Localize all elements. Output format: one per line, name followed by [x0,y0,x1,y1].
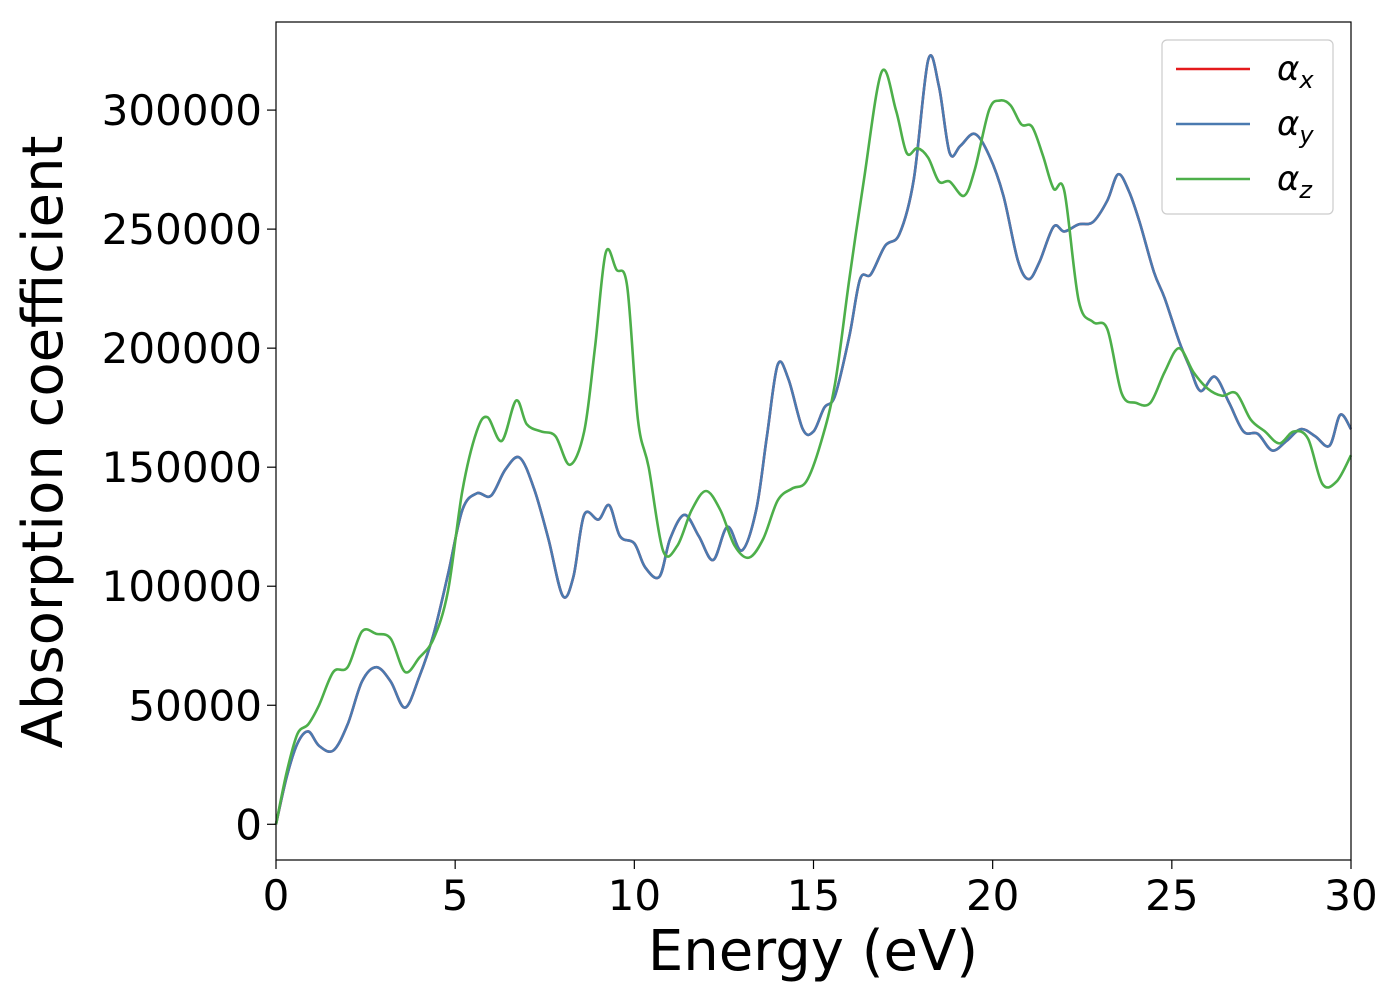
x-axis: 0 5 10 15 20 25 30 [263,860,1378,920]
y-tick-label: 0 [235,800,262,849]
y-tick-label: 100000 [102,562,262,611]
legend-label-y: αy [1277,104,1314,149]
x-tick-label: 0 [263,871,290,920]
legend: αx αy αz [1161,39,1334,215]
y-tick-label: 250000 [102,205,262,254]
y-axis-title: Absorption coefficient [11,136,76,749]
legend-box [1161,39,1334,215]
x-axis-title: Energy (eV) [648,919,978,984]
series-layer [274,54,1353,825]
series-line-y [274,54,1353,825]
y-tick-label: 300000 [102,86,262,135]
x-tick-label: 5 [442,871,469,920]
y-tick-label: 150000 [102,443,262,492]
y-tick-label: 50000 [128,681,262,730]
y-axis: 0 50000 100000 150000 200000 250000 300000 [102,86,276,849]
y-tick-label: 200000 [102,324,262,373]
x-tick-label: 25 [1145,871,1198,920]
legend-label-x: αx [1277,49,1314,94]
x-tick-label: 20 [966,871,1019,920]
series-line-z [274,68,1353,825]
x-tick-label: 10 [608,871,661,920]
x-tick-label: 15 [787,871,840,920]
x-tick-label: 30 [1324,871,1377,920]
legend-label-z: αz [1277,159,1313,204]
